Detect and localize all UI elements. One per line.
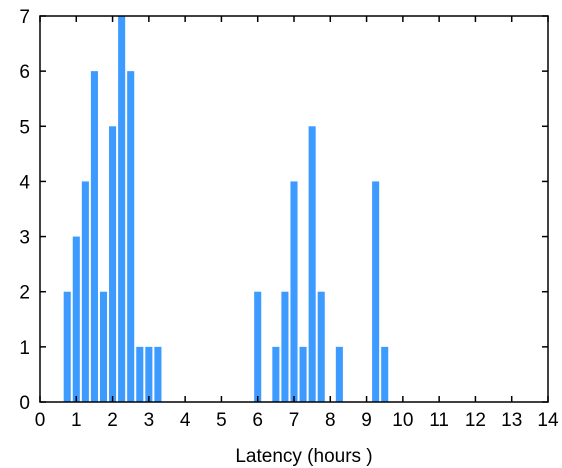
y-tick-label: 4 — [19, 172, 30, 193]
histogram-bar — [136, 346, 144, 402]
y-tick-label: 3 — [19, 228, 30, 249]
y-tick-label: 0 — [19, 393, 30, 414]
y-tick-label: 5 — [19, 117, 30, 138]
histogram-bar — [299, 346, 307, 402]
x-tick-label: 2 — [107, 410, 118, 431]
histogram-bar — [99, 291, 108, 402]
x-tick-label: 0 — [35, 410, 46, 431]
x-tick-label: 14 — [537, 410, 559, 431]
x-tick-label: 4 — [180, 410, 191, 431]
histogram-bar — [109, 126, 117, 403]
x-tick-label: 3 — [144, 410, 155, 431]
x-axis-label: Latency (hours ) — [235, 446, 372, 467]
histogram-bar — [317, 291, 325, 402]
histogram-bar — [63, 291, 71, 402]
x-tick-label: 7 — [289, 410, 300, 431]
x-tick-label: 12 — [465, 410, 486, 431]
histogram-bar — [118, 16, 126, 402]
histogram-bar — [154, 346, 162, 402]
x-tick-label: 6 — [252, 410, 263, 431]
histogram-bar — [127, 71, 135, 403]
y-tick-label: 7 — [19, 7, 30, 28]
histogram-bar — [145, 346, 153, 402]
x-tick-label: 8 — [325, 410, 336, 431]
histogram-bar — [290, 181, 298, 402]
histogram-bar — [254, 291, 262, 402]
x-tick-label: 1 — [71, 410, 82, 431]
x-tick-label: 13 — [501, 410, 522, 431]
histogram-bar — [281, 291, 289, 402]
histogram-bar — [381, 346, 389, 402]
histogram-bar — [272, 346, 280, 402]
histogram-bar — [335, 346, 343, 402]
histogram-bar — [72, 236, 80, 402]
y-tick-label: 6 — [19, 62, 30, 83]
histogram-bar — [372, 181, 380, 402]
x-tick-label: 10 — [392, 410, 413, 431]
bars-group — [63, 16, 389, 403]
histogram-bar — [90, 71, 98, 403]
histogram-bar — [308, 126, 316, 403]
x-tick-label: 5 — [216, 410, 227, 431]
y-tick-label: 2 — [19, 283, 30, 304]
y-tick-label: 1 — [19, 338, 30, 359]
x-tick-label: 9 — [361, 410, 372, 431]
x-tick-label: 11 — [429, 410, 449, 431]
histogram-bar — [81, 181, 89, 402]
